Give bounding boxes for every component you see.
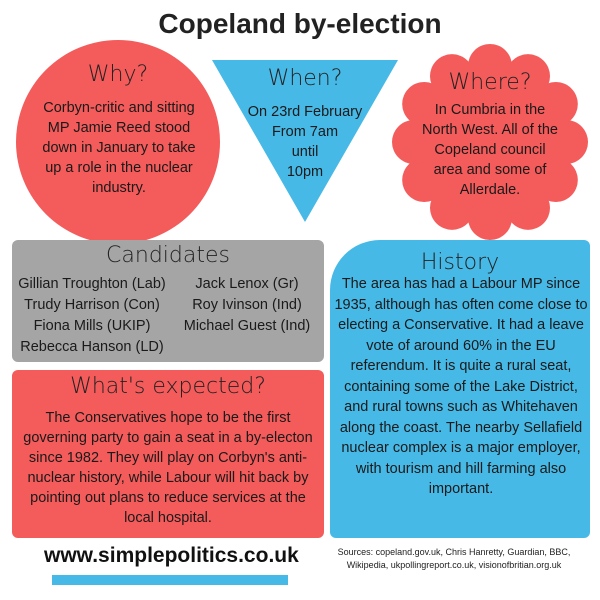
where-heading: Where? xyxy=(448,70,532,95)
where-text: In Cumbria in the North West. All of the… xyxy=(422,102,558,198)
line: Jack Lenox (Gr) xyxy=(195,276,299,292)
flower-petal xyxy=(468,44,512,88)
when-text: On 23rd February From 7am until 10pm xyxy=(205,102,405,182)
candidates-box xyxy=(12,240,324,362)
expected-heading: What's expected? xyxy=(70,374,266,399)
candidates-heading: Candidates xyxy=(106,243,230,268)
where-flower xyxy=(392,44,588,240)
line: Rebecca Hanson (LD) xyxy=(20,339,164,355)
history-heading: History xyxy=(420,250,500,275)
flower-petal xyxy=(544,120,588,164)
line: Fiona Mills (UKIP) xyxy=(33,318,151,334)
flower-petal xyxy=(402,82,447,126)
line: Trudy Harrison (Con) xyxy=(24,297,160,313)
line: 10pm xyxy=(286,164,324,180)
why-text: Corbyn-critic and sitting MP Jamie Reed … xyxy=(42,100,196,196)
why-circle xyxy=(16,40,220,244)
line: until xyxy=(291,144,319,160)
history-text: The area has had a Labour MP since 1935,… xyxy=(334,276,588,497)
site-link[interactable]: www.simplepolitics.co.uk xyxy=(44,544,299,567)
candidates-left: Gillian Troughton (Lab) Trudy Harrison (C… xyxy=(12,274,172,358)
line: Gillian Troughton (Lab) xyxy=(18,276,166,292)
footer-bar xyxy=(52,575,288,585)
flower-petal xyxy=(430,185,474,230)
expected-text: The Conservatives hope to be the first g… xyxy=(23,410,313,526)
line: Michael Guest (Ind) xyxy=(183,318,311,334)
flower-petal xyxy=(506,54,550,99)
why-heading: Why? xyxy=(87,62,149,87)
sources: Sources: copeland.gov.uk, Chris Hanretty… xyxy=(337,547,571,570)
line: Roy Ivinson (Ind) xyxy=(192,297,302,313)
when-heading: When? xyxy=(267,66,343,91)
candidates-right: Jack Lenox (Gr) Roy Ivinson (Ind) Michael … xyxy=(172,274,322,337)
line: On 23rd February xyxy=(247,104,363,120)
expected-box xyxy=(12,370,324,538)
flower-petal xyxy=(533,158,578,202)
flower-petal xyxy=(430,54,474,99)
flower-petal xyxy=(468,196,512,240)
flower-petal xyxy=(402,158,447,202)
title: Copeland by-election xyxy=(158,8,442,39)
flower-petal xyxy=(533,82,578,126)
flower-petal xyxy=(506,185,550,230)
flower-core xyxy=(410,62,570,222)
history-box xyxy=(330,240,590,538)
when-triangle xyxy=(212,60,398,222)
flower-petal xyxy=(392,120,436,164)
line: From 7am xyxy=(271,124,339,140)
